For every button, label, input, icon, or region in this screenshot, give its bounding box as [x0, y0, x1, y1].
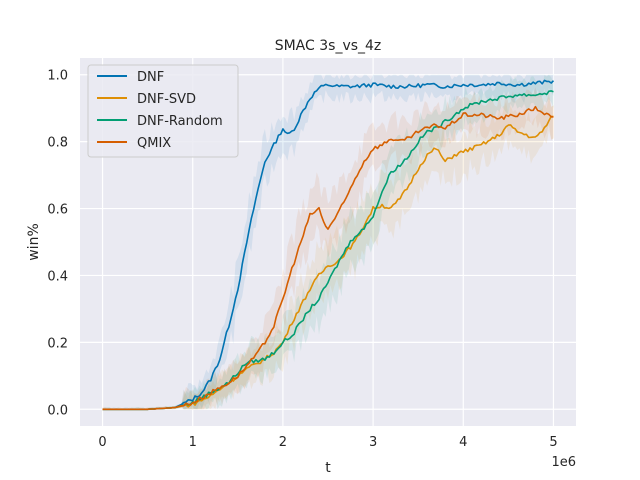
chart-title: SMAC 3s_vs_4z — [275, 38, 382, 54]
legend-label: QMIX — [137, 136, 171, 151]
legend-box — [87, 64, 239, 158]
y-axis-label: win% — [26, 223, 42, 261]
x-axis-label: t — [325, 460, 331, 476]
y-tick-label: 0.8 — [47, 136, 68, 151]
legend-label: DNF — [137, 70, 164, 85]
y-tick-label: 0.4 — [47, 269, 68, 284]
y-tick-labels: 0.0 0.2 0.4 0.6 0.8 1.0 — [47, 69, 68, 419]
x-offset-label: 1e6 — [551, 455, 576, 470]
x-tick-label: 5 — [549, 435, 557, 450]
y-tick-label: 0.6 — [47, 203, 68, 218]
legend-label: DNF-SVD — [137, 92, 196, 107]
x-tick-labels: 0 1 2 3 4 5 — [98, 435, 557, 450]
x-tick-label: 2 — [279, 435, 287, 450]
series-band — [102, 96, 554, 410]
series-band — [102, 87, 554, 410]
y-tick-label: 1.0 — [47, 69, 68, 84]
grid — [80, 58, 576, 426]
y-tick-label: 0.0 — [47, 403, 68, 418]
series-line — [102, 105, 554, 411]
series-lines — [102, 79, 555, 411]
series-band — [102, 74, 554, 410]
variance-bands — [102, 74, 554, 410]
legend: DNF DNF-SVD DNF-Random QMIX — [87, 64, 239, 158]
x-tick-label: 3 — [369, 435, 377, 450]
x-tick-label: 0 — [98, 435, 106, 450]
x-tick-label: 1 — [189, 435, 197, 450]
y-tick-label: 0.2 — [47, 336, 68, 351]
x-tick-label: 4 — [459, 435, 467, 450]
legend-label: DNF-Random — [137, 114, 223, 129]
